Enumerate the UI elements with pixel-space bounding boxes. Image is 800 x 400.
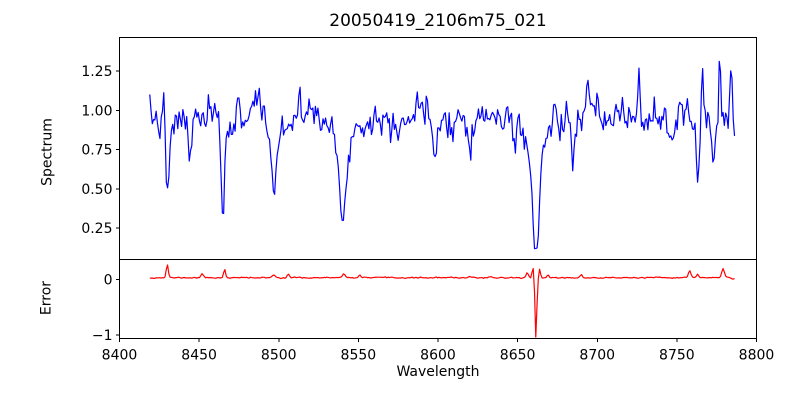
error-panel-border xyxy=(119,259,757,339)
spectrum-y-tick-label: 1.25 xyxy=(81,64,112,80)
x-tick-label: 8800 xyxy=(739,348,775,364)
x-axis-label: Wavelength xyxy=(396,364,480,380)
error-y-tick-label: −1 xyxy=(92,328,113,344)
spectrum-y-tick-label: 0.25 xyxy=(81,221,112,237)
error-y-tick-label: 0 xyxy=(104,273,113,289)
x-tick-label: 8750 xyxy=(659,348,695,364)
spectrum-y-tick-label: 0.75 xyxy=(81,143,112,159)
x-tick-label: 8500 xyxy=(261,348,297,364)
x-tick-label: 8600 xyxy=(420,348,456,364)
x-tick-label: 8400 xyxy=(102,348,138,364)
chart-title: 20050419_2106m75_021 xyxy=(329,11,547,31)
x-tick-label: 8650 xyxy=(500,348,536,364)
spectrum-y-tick-label: 1.00 xyxy=(81,103,112,119)
error-line xyxy=(149,264,735,338)
x-tick-label: 8700 xyxy=(579,348,615,364)
x-tick-label: 8450 xyxy=(181,348,217,364)
spectrum-line xyxy=(149,60,736,250)
spectrum-panel-border xyxy=(119,37,757,260)
x-tick-label: 8550 xyxy=(341,348,377,364)
spectrum-y-tick-label: 0.50 xyxy=(81,182,112,198)
